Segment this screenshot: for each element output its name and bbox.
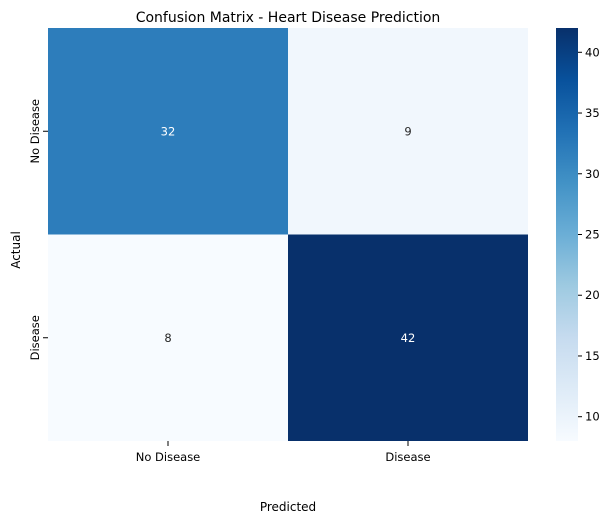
- x-axis-ticks: No Disease Disease: [136, 441, 431, 464]
- colorbar-ticks: 10 15 20 25 30 35 40: [578, 45, 600, 424]
- y-tick-label: Disease: [28, 315, 42, 360]
- cell-value-label: 9: [404, 124, 411, 138]
- y-axis-label: Actual: [9, 231, 23, 269]
- chart-title: Confusion Matrix - Heart Disease Predict…: [136, 10, 441, 26]
- cell-value-label: 32: [161, 124, 176, 138]
- x-tick-label: No Disease: [136, 450, 201, 464]
- colorbar: [556, 28, 578, 441]
- y-axis-ticks: No Disease Disease: [28, 99, 48, 360]
- cell-value-label: 42: [401, 331, 416, 345]
- heatmap-cells: 32 9 8 42: [48, 28, 528, 441]
- colorbar-tick-label: 10: [585, 410, 600, 424]
- colorbar-tick-label: 20: [585, 288, 600, 302]
- heatmap-cell: [48, 28, 288, 235]
- heatmap-cell: [48, 234, 288, 441]
- heatmap-cell: [288, 28, 528, 235]
- colorbar-tick-label: 30: [585, 167, 600, 181]
- x-axis-label: Predicted: [260, 500, 316, 514]
- colorbar-tick-label: 25: [585, 228, 600, 242]
- cell-value-label: 8: [164, 331, 171, 345]
- colorbar-tick-label: 40: [585, 45, 600, 59]
- colorbar-tick-label: 15: [585, 349, 600, 363]
- heatmap-cell: [288, 234, 528, 441]
- x-tick-label: Disease: [385, 450, 430, 464]
- colorbar-tick-label: 35: [585, 106, 600, 120]
- y-tick-label: No Disease: [28, 99, 42, 164]
